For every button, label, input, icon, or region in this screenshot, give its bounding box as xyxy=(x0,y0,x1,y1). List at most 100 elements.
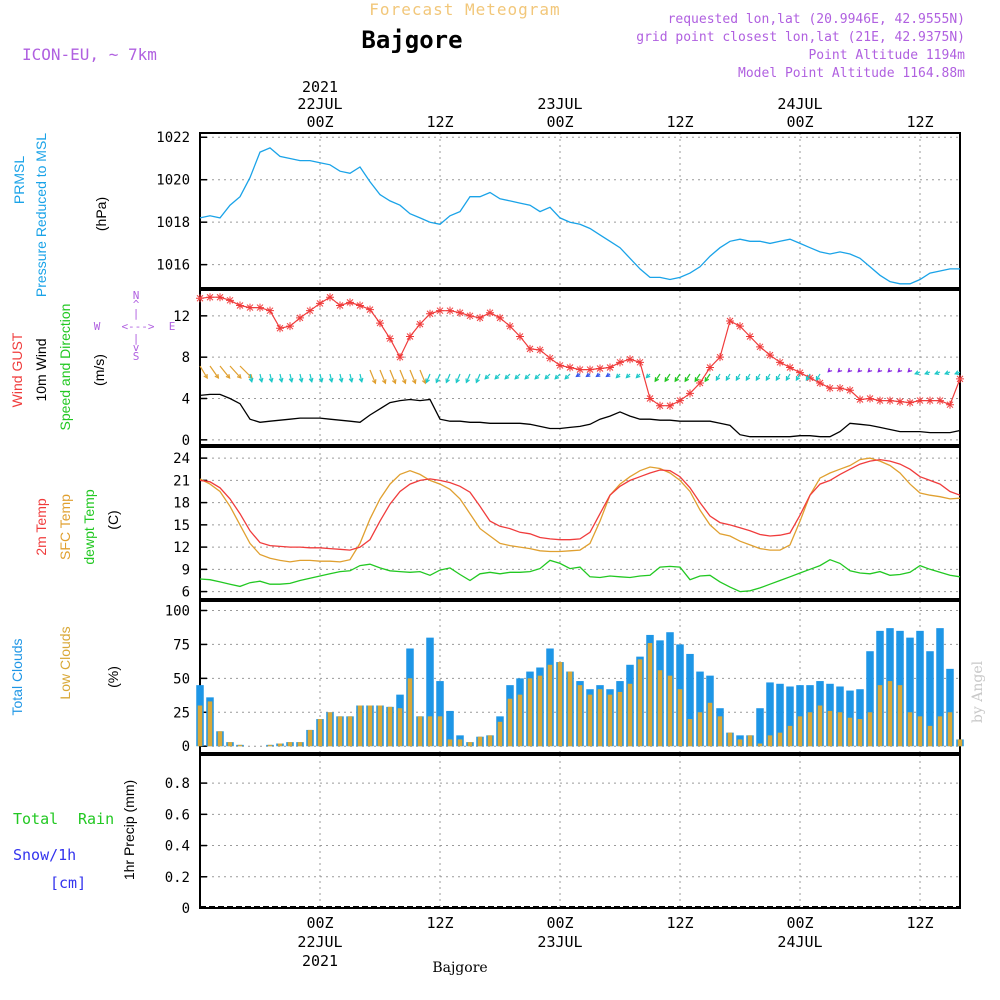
wind-arrow-head xyxy=(504,374,510,380)
wind-arrow-head xyxy=(877,367,883,373)
gust-marker xyxy=(356,301,364,310)
gust-marker xyxy=(956,374,964,383)
gust-marker xyxy=(436,306,444,315)
low-cloud-bar xyxy=(457,739,463,747)
low-cloud-bar xyxy=(217,731,223,747)
wind-arrow-head xyxy=(645,373,651,379)
wind-arrow xyxy=(419,369,426,384)
gust-marker xyxy=(686,389,694,398)
chart-title: Forecast Meteogram xyxy=(369,0,560,19)
gust-marker xyxy=(626,355,634,364)
y-tick-label: 21 xyxy=(173,473,190,489)
bottom-time-label: 12Z xyxy=(666,914,693,932)
low-cloud-bar xyxy=(327,712,333,747)
gust-marker xyxy=(306,306,314,315)
wind-arrow-head xyxy=(268,377,274,384)
wind-arrow-head xyxy=(954,370,960,375)
low-cloud-bar xyxy=(547,664,553,747)
wind-arrow xyxy=(319,373,323,382)
gust-marker xyxy=(316,299,324,308)
top-time-label: 22JUL xyxy=(297,95,342,113)
wind-arrow xyxy=(199,365,208,379)
wind-arrow-head xyxy=(775,375,781,382)
grid-lines xyxy=(200,133,960,909)
location-title: Bajgore xyxy=(361,26,462,54)
low-cloud-bar xyxy=(707,702,713,747)
low-cloud-bar xyxy=(407,678,413,747)
top-time-label: 00Z xyxy=(546,113,573,131)
gridpoint-coords: grid point closest lon,lat (21E, 42.9375… xyxy=(636,30,965,45)
wind-arrow-head xyxy=(318,377,324,384)
wind-arrow xyxy=(279,373,283,382)
low-cloud-bar xyxy=(917,716,923,747)
total-cloud-label: Total Clouds xyxy=(9,638,25,715)
wind-arrow-head xyxy=(827,367,833,373)
wind-arrow xyxy=(654,373,661,382)
wind-arrow xyxy=(674,373,681,382)
low-cloud-bar xyxy=(827,710,833,747)
gust-marker xyxy=(936,396,944,405)
total-cloud-bar xyxy=(926,651,934,747)
low-cloud-bar xyxy=(747,735,753,747)
wind-arrow-head xyxy=(914,370,920,375)
gust-marker xyxy=(456,308,464,317)
wind-arrow-head xyxy=(308,377,314,384)
low-cloud-bar xyxy=(467,742,473,747)
gust-marker xyxy=(676,396,684,405)
y-tick-label: 0 xyxy=(182,739,190,755)
wind-arrow-head xyxy=(575,372,581,378)
gust-marker xyxy=(376,319,384,328)
wind-arrow xyxy=(704,373,711,382)
total-cloud-bar xyxy=(686,653,694,747)
wind-arrow-head xyxy=(564,374,570,380)
wind-arrow-head xyxy=(425,378,430,384)
gust-marker xyxy=(566,363,574,372)
low-cloud-bar xyxy=(907,712,913,747)
total-cloud-bar xyxy=(906,637,914,747)
top-time-label: 12Z xyxy=(426,113,453,131)
low-cloud-bar xyxy=(417,716,423,747)
gust-marker xyxy=(776,358,784,367)
wind-arrow xyxy=(684,373,691,382)
low-cloud-bar xyxy=(697,712,703,747)
wind-arrow-head xyxy=(203,373,208,380)
y-tick-label: 0.8 xyxy=(165,776,190,792)
low-cloud-bar xyxy=(737,739,743,747)
wind-arrow-head xyxy=(371,379,377,385)
svg-text:|: | xyxy=(133,307,140,320)
gust-marker xyxy=(386,334,394,343)
low-cloud-bar xyxy=(897,685,903,747)
y-tick-label: 12 xyxy=(173,309,190,325)
y-tick-label: 25 xyxy=(173,705,190,721)
wind-arrow xyxy=(309,373,313,382)
low-cloud-bar xyxy=(227,742,233,747)
low-cloud-bar xyxy=(517,694,523,747)
temp-dew-label: dewpt Temp xyxy=(81,489,97,564)
gust-marker xyxy=(336,301,344,310)
wind-arrow-head xyxy=(795,375,801,382)
pressure-panel-frame xyxy=(199,132,961,289)
gust-marker xyxy=(506,322,514,331)
wind-arrow-head xyxy=(381,379,387,385)
wind-arrow xyxy=(445,373,451,383)
wind-arrow-head xyxy=(401,379,407,385)
wind-arrow-head xyxy=(654,377,660,383)
low-cloud-bar xyxy=(817,705,823,747)
cloud-panel-frame xyxy=(199,600,961,754)
wind-arrow xyxy=(299,373,303,382)
bottom-time-label: 00Z xyxy=(546,914,573,932)
low-cloud-bar xyxy=(527,678,533,747)
low-cloud-bar xyxy=(777,732,783,747)
total-cloud-bar xyxy=(756,708,764,747)
wind-arrow-head xyxy=(725,375,731,382)
wind-arrow xyxy=(289,373,293,382)
gust-marker xyxy=(286,322,294,331)
total-cloud-bar xyxy=(796,685,804,747)
y-tick-label: 8 xyxy=(182,350,190,366)
total-cloud-bar xyxy=(426,637,434,747)
wind-arrow-head xyxy=(815,375,821,382)
wind-arrow xyxy=(259,373,263,382)
low-cloud-bar xyxy=(297,742,303,747)
